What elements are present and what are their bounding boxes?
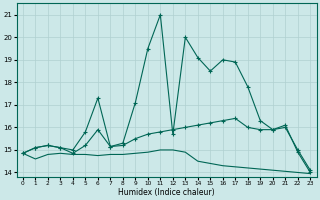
- X-axis label: Humidex (Indice chaleur): Humidex (Indice chaleur): [118, 188, 215, 197]
